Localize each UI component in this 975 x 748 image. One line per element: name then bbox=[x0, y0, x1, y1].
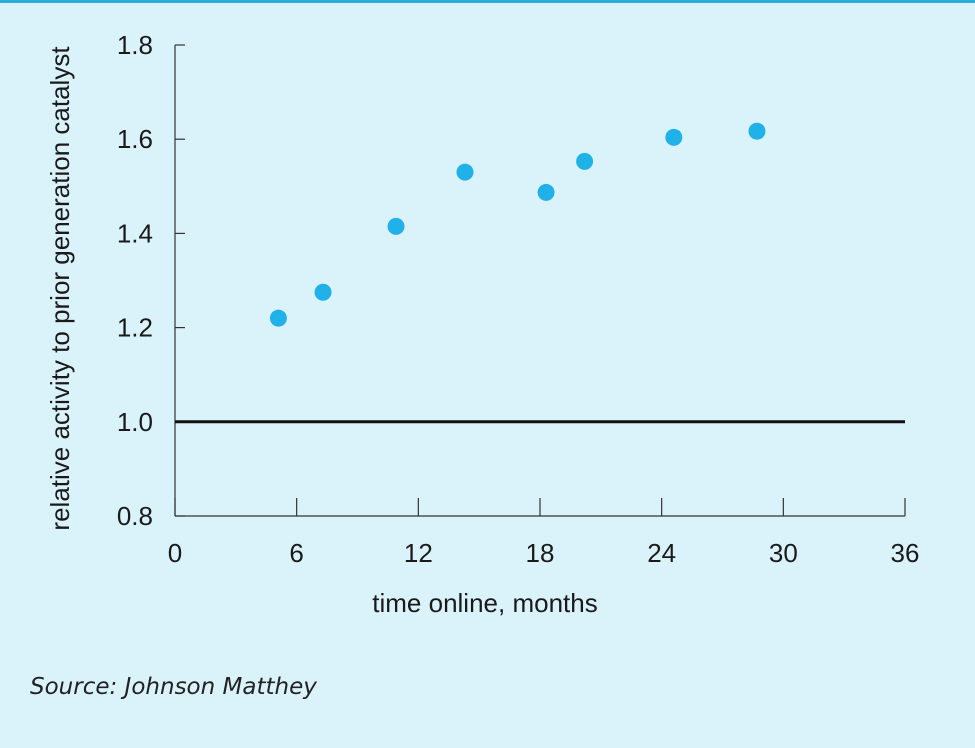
data-point bbox=[314, 283, 332, 301]
data-point bbox=[665, 128, 683, 146]
data-points bbox=[269, 122, 766, 327]
data-point bbox=[576, 152, 594, 170]
y-tick-label: 0.8 bbox=[117, 501, 153, 531]
x-tick-label: 18 bbox=[526, 538, 555, 568]
data-point bbox=[748, 122, 766, 140]
top-rule bbox=[0, 0, 975, 3]
x-tick-label: 30 bbox=[769, 538, 798, 568]
data-point bbox=[269, 309, 287, 327]
data-point bbox=[537, 183, 555, 201]
source-caption: Source: Johnson Matthey bbox=[30, 674, 317, 700]
axes bbox=[174, 44, 906, 517]
x-axis-label: time online, months bbox=[372, 588, 597, 618]
tick-labels: 0.8 1.0 1.2 1.4 1.6 1.8 0 6 12 18 24 30 36 bbox=[117, 30, 920, 568]
y-tick-label: 1.6 bbox=[117, 124, 153, 154]
x-tick-label: 24 bbox=[647, 538, 676, 568]
y-tick-label: 1.4 bbox=[117, 218, 153, 248]
y-axis-label: relative activity to prior generation ca… bbox=[45, 46, 75, 531]
x-tick-label: 0 bbox=[168, 538, 182, 568]
x-tick-label: 12 bbox=[404, 538, 433, 568]
y-tick-label: 1.0 bbox=[117, 407, 153, 437]
y-tick-label: 1.2 bbox=[117, 313, 153, 343]
x-tick-label: 36 bbox=[891, 538, 920, 568]
y-tick-label: 1.8 bbox=[117, 30, 153, 60]
data-point bbox=[456, 163, 474, 181]
x-tick-label: 6 bbox=[289, 538, 303, 568]
data-point bbox=[387, 217, 405, 235]
